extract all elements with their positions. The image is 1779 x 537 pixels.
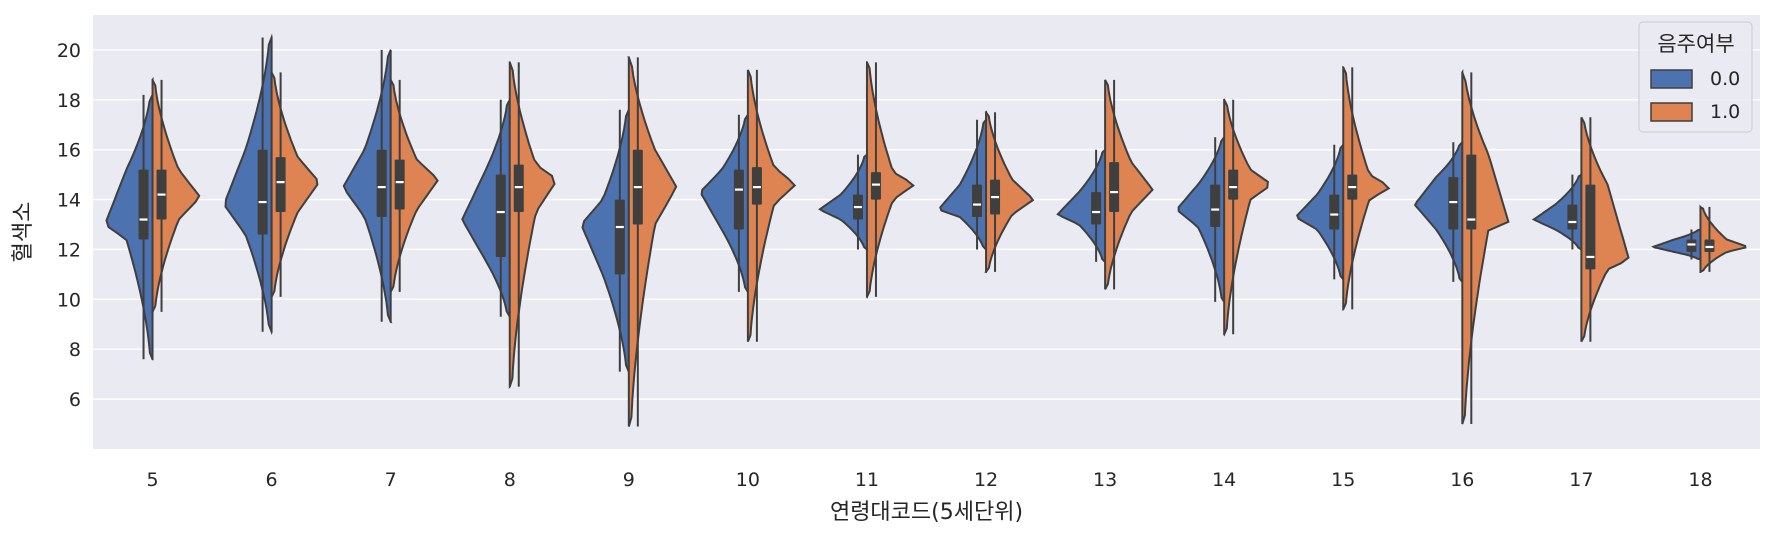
iqr-box: [376, 149, 387, 218]
violin-left-6: [224, 33, 273, 336]
x-tick-label: 15: [1331, 469, 1355, 491]
iqr-box: [870, 172, 881, 200]
iqr-box: [394, 159, 405, 210]
x-tick-label: 13: [1093, 469, 1117, 491]
y-tick-label: 8: [69, 339, 81, 361]
iqr-box: [513, 164, 524, 213]
iqr-box: [1567, 204, 1578, 230]
x-tick-label: 17: [1569, 469, 1593, 491]
violin-right-18: [1699, 204, 1747, 274]
legend-label: 1.0: [1710, 101, 1740, 123]
legend-label: 0.0: [1710, 68, 1740, 90]
violin-left-8: [461, 98, 512, 318]
y-axis-label: 혈색소: [11, 202, 36, 263]
legend: 음주여부 0.0 1.0: [1638, 21, 1753, 133]
iqr-box: [1329, 194, 1340, 230]
iqr-box: [1466, 154, 1477, 230]
iqr-box: [1091, 192, 1102, 225]
violin-right-15: [1342, 65, 1391, 311]
iqr-box: [1448, 177, 1459, 230]
x-axis-label: 연령대코드(5세단위): [830, 500, 1023, 525]
iqr-box: [614, 199, 625, 275]
y-tick-label: 10: [57, 289, 81, 311]
y-tick-label: 16: [57, 140, 81, 162]
x-tick-label: 6: [266, 469, 278, 491]
x-tick-label: 10: [736, 469, 760, 491]
iqr-box: [1704, 239, 1715, 252]
iqr-box: [257, 149, 268, 235]
legend-title: 음주여부: [1657, 32, 1734, 56]
iqr-box: [751, 167, 762, 205]
violin-left-17: [1531, 172, 1584, 252]
y-tick-label: 20: [57, 40, 81, 62]
x-tick-labels: 5 6 7 8 9 10 11 12 13 14 15 16 17 18: [146, 469, 1712, 491]
iqr-box: [1585, 184, 1596, 270]
iqr-box: [1109, 162, 1120, 213]
y-tick-label: 18: [57, 90, 81, 112]
iqr-box: [1210, 184, 1221, 228]
legend-items: 0.0 1.0: [1650, 68, 1740, 123]
x-tick-label: 8: [504, 469, 516, 491]
iqr-box: [1228, 169, 1239, 200]
violins: [105, 33, 1747, 428]
x-tick-label: 14: [1212, 469, 1236, 491]
x-tick-label: 5: [146, 469, 158, 491]
iqr-box: [495, 174, 506, 257]
x-tick-label: 16: [1450, 469, 1474, 491]
iqr-box: [275, 157, 286, 213]
plot-area: [93, 15, 1760, 449]
legend-swatch: [1650, 102, 1693, 122]
iqr-box: [733, 169, 744, 230]
y-tick-label: 6: [69, 389, 81, 411]
x-tick-label: 11: [855, 469, 879, 491]
x-tick-label: 18: [1688, 469, 1712, 491]
x-tick-label: 7: [385, 469, 397, 491]
iqr-box: [972, 184, 983, 218]
iqr-box: [138, 169, 149, 240]
y-tick-label: 12: [57, 239, 81, 261]
violin-left-12: [939, 117, 988, 251]
y-tick-label: 14: [57, 190, 81, 212]
violin-right-11: [865, 61, 915, 299]
y-tick-labels: 6 8 10 12 14 16 18 20: [57, 40, 81, 411]
violin-right-10: [746, 69, 797, 343]
legend-swatch: [1650, 69, 1693, 89]
x-tick-label: 12: [974, 469, 998, 491]
iqr-box: [1686, 239, 1697, 252]
violin-left-11: [818, 152, 869, 251]
x-tick-label: 9: [623, 469, 635, 491]
